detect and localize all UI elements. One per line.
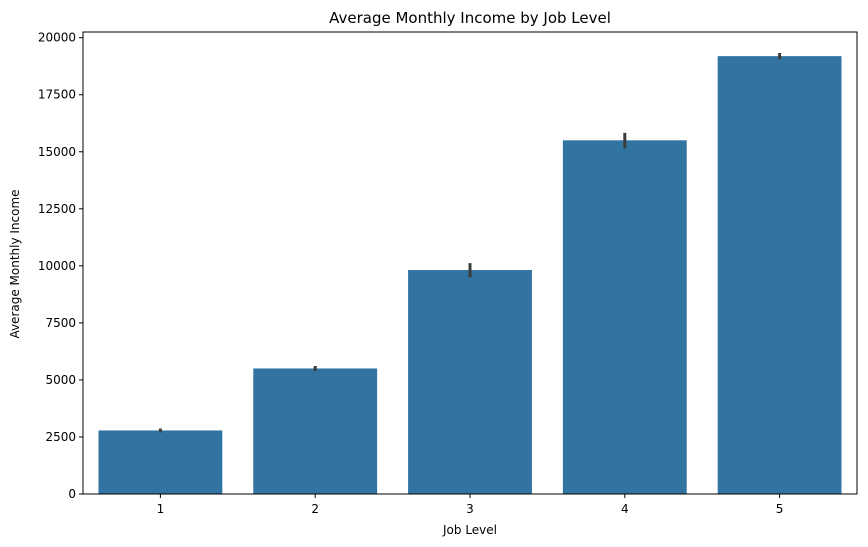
x-tick-label-1: 1 <box>157 502 165 516</box>
y-tick-label-2500: 2500 <box>45 430 76 444</box>
x-tick-label-2: 2 <box>311 502 319 516</box>
bar-4 <box>562 140 687 494</box>
y-tick-label-0: 0 <box>68 487 76 501</box>
y-tick-label-20000: 20000 <box>38 31 76 45</box>
chart-title: Average Monthly Income by Job Level <box>329 9 611 27</box>
plot-area: 1 2 3 4 5 0 2500 5000 7500 10000 12500 15000 17500 20… <box>38 31 858 516</box>
y-tick-label-7500: 7500 <box>45 316 76 330</box>
y-axis-label: Average Monthly Income <box>8 189 22 338</box>
bar-5 <box>717 56 842 495</box>
bar-1 <box>98 430 223 494</box>
x-axis-label: Job Level <box>442 523 497 537</box>
bar-2 <box>253 368 378 494</box>
plot-frame <box>82 31 858 495</box>
x-tick-label-4: 4 <box>621 502 629 516</box>
x-tick-label-3: 3 <box>466 502 474 516</box>
y-tick-label-10000: 10000 <box>38 259 76 273</box>
y-tick-label-15000: 15000 <box>38 145 76 159</box>
y-tick-label-12500: 12500 <box>38 202 76 216</box>
y-tick-label-17500: 17500 <box>38 88 76 102</box>
x-tick-label-5: 5 <box>776 502 784 516</box>
bar-3 <box>408 270 532 494</box>
y-tick-label-5000: 5000 <box>45 373 76 387</box>
